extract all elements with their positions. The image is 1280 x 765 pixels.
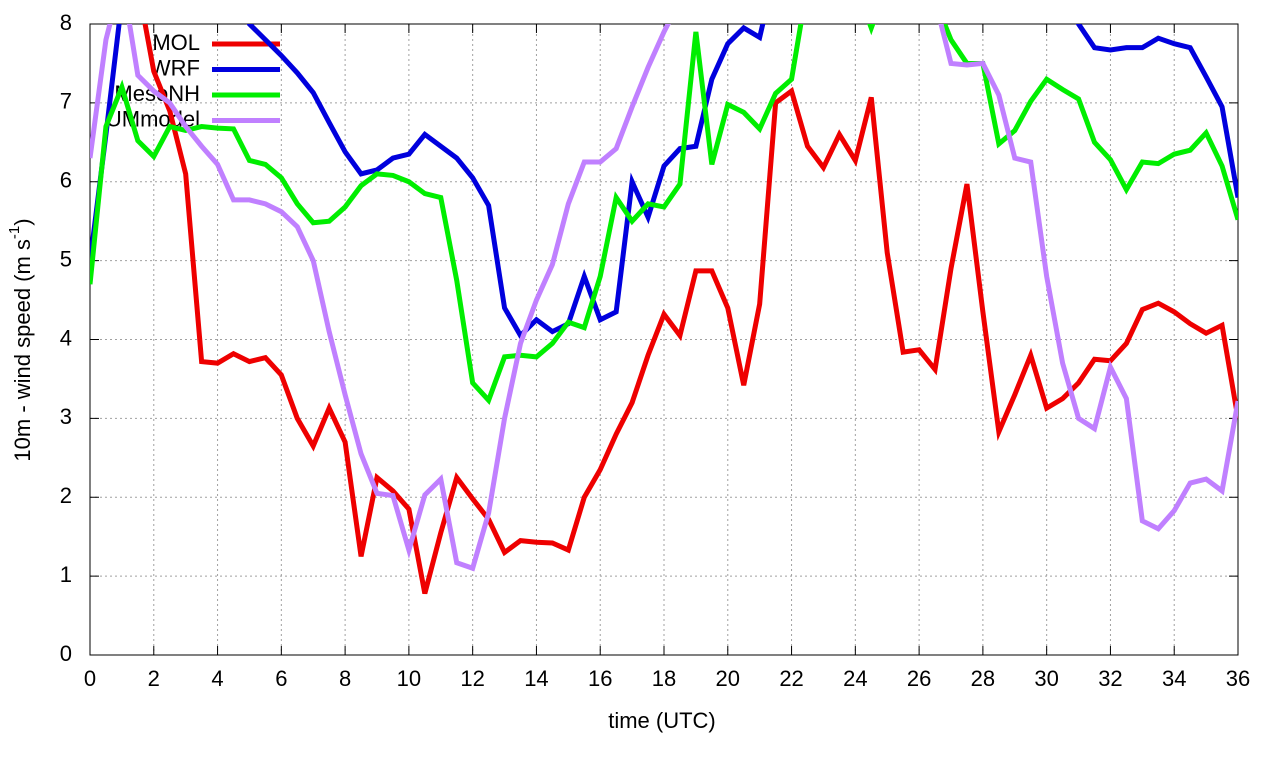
x-tick-label: 18 xyxy=(652,666,676,691)
x-tick-label: 0 xyxy=(84,666,96,691)
x-tick-label: 16 xyxy=(588,666,612,691)
y-axis-title-sup: -1 xyxy=(6,226,23,239)
plot-area xyxy=(90,24,1238,595)
x-tick-label: 8 xyxy=(339,666,351,691)
x-tick-label: 32 xyxy=(1098,666,1122,691)
x-tick-label: 10 xyxy=(397,666,421,691)
x-tick-label: 6 xyxy=(275,666,287,691)
x-tick-label: 22 xyxy=(779,666,803,691)
y-tick-label: 3 xyxy=(60,404,72,429)
x-tick-label: 24 xyxy=(843,666,867,691)
legend-label: MOL xyxy=(152,30,200,55)
data-line xyxy=(142,24,1238,595)
x-tick-label: 36 xyxy=(1226,666,1250,691)
y-tick-label: 8 xyxy=(60,10,72,35)
y-axis-title: 10m - wind speed (m s-1) xyxy=(6,218,35,461)
x-tick-label: 4 xyxy=(211,666,223,691)
x-tick-label: 12 xyxy=(460,666,484,691)
y-tick-label: 4 xyxy=(60,325,72,350)
y-tick-label: 5 xyxy=(60,246,72,271)
y-tick-label: 7 xyxy=(60,89,72,114)
x-tick-label: 28 xyxy=(971,666,995,691)
data-line xyxy=(90,24,1238,405)
x-tick-label: 2 xyxy=(148,666,160,691)
x-tick-label: 20 xyxy=(716,666,740,691)
plot-border xyxy=(89,23,1239,656)
x-tick-label: 34 xyxy=(1162,666,1186,691)
x-tick-label: 14 xyxy=(524,666,548,691)
y-tick-label: 0 xyxy=(60,641,72,666)
y-tick-label: 2 xyxy=(60,483,72,508)
x-tick-label: 30 xyxy=(1034,666,1058,691)
y-axis-title-text: 10m - wind speed (m s xyxy=(10,239,35,462)
x-tick-label: 26 xyxy=(907,666,931,691)
data-line xyxy=(90,24,1238,340)
data-line xyxy=(90,24,1238,572)
y-tick-label: 6 xyxy=(60,168,72,193)
y-tick-label: 1 xyxy=(60,562,72,587)
x-axis-title: time (UTC) xyxy=(608,708,716,733)
y-axis-title-end: ) xyxy=(10,218,35,225)
